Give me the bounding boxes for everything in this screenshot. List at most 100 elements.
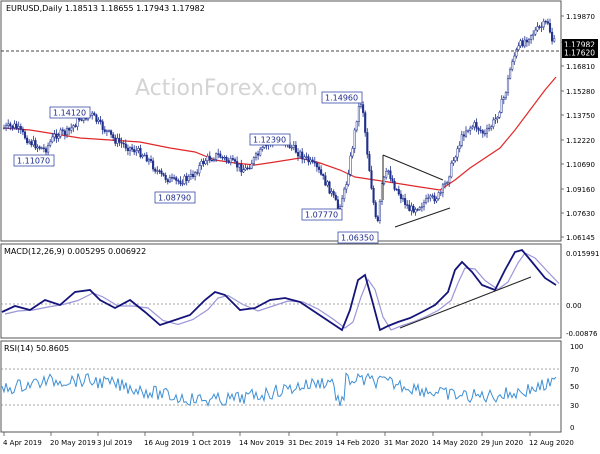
candle <box>124 139 127 152</box>
candle <box>540 22 543 33</box>
candle <box>422 199 426 211</box>
candle <box>17 121 20 134</box>
candle <box>116 133 119 148</box>
candle <box>429 194 432 202</box>
candle <box>378 199 381 224</box>
candle <box>68 126 71 136</box>
annotation-1-14120: 1.14120 <box>49 106 91 119</box>
macd-tick-label: -0.00876 <box>566 330 598 338</box>
candle <box>103 126 106 134</box>
candle <box>164 172 167 183</box>
macd-panel-header: MACD(12,26,9) 0.005295 0.006922 <box>4 247 146 256</box>
candle <box>399 190 402 204</box>
date-tick-label: 1 Oct 2019 <box>192 439 231 447</box>
candle <box>513 52 516 65</box>
candle <box>2 124 6 130</box>
candle <box>452 157 455 166</box>
rsi-line <box>1 372 557 407</box>
candle <box>519 38 522 48</box>
main-panel-frame <box>0 0 562 242</box>
candle <box>372 185 375 206</box>
candle <box>420 202 423 212</box>
date-tick-label: 14 May 2020 <box>432 439 478 447</box>
candle <box>408 200 411 212</box>
candle <box>185 172 188 186</box>
candle <box>236 156 239 172</box>
candle <box>97 117 100 125</box>
candle <box>34 137 37 150</box>
candle <box>181 179 184 187</box>
candle <box>177 178 180 185</box>
candle <box>410 202 413 216</box>
current-price-label-2: 1.17620 <box>562 47 598 58</box>
macd-tick-label: 0.00 <box>566 302 582 310</box>
candle <box>370 165 373 190</box>
candle <box>28 139 31 145</box>
candle <box>320 165 323 176</box>
candlestick-series <box>2 18 556 224</box>
candle <box>156 166 159 175</box>
candle <box>299 149 302 159</box>
candle <box>166 178 169 185</box>
date-tick-label: 31 Dec 2019 <box>288 439 333 447</box>
candle <box>469 125 472 135</box>
candle <box>500 95 503 114</box>
candle <box>202 158 205 167</box>
candle <box>238 163 241 172</box>
candle <box>128 146 132 156</box>
candle <box>26 135 29 145</box>
candle <box>509 67 512 80</box>
candle <box>385 167 388 180</box>
candle <box>173 174 176 180</box>
date-tick-label: 4 Apr 2019 <box>3 439 42 447</box>
candle <box>257 150 260 160</box>
candle <box>441 182 444 198</box>
candle <box>515 47 518 59</box>
candle <box>521 37 524 48</box>
candle <box>229 155 232 166</box>
candle <box>551 27 554 45</box>
candle <box>149 155 153 164</box>
candle <box>11 124 14 131</box>
candle <box>347 169 350 187</box>
candle <box>311 156 314 164</box>
candle <box>332 189 335 199</box>
candle <box>139 144 142 159</box>
candle <box>481 129 484 138</box>
rsi-panel-frame <box>0 340 562 433</box>
price-tick-label: 1.06145 <box>566 234 595 242</box>
candle <box>504 91 507 101</box>
candle <box>334 192 337 201</box>
candle <box>315 161 318 172</box>
candle <box>357 101 360 127</box>
date-tick-label: 14 Nov 2019 <box>239 439 284 447</box>
main-panel-header: EURUSD,Daily 1.18513 1.18655 1.17943 1.1… <box>6 4 205 13</box>
price-tick-label: 1.07630 <box>566 210 595 218</box>
candle <box>456 145 459 162</box>
candle <box>296 148 300 161</box>
candle <box>49 139 52 148</box>
candle <box>15 121 18 130</box>
candle <box>532 30 535 41</box>
candle <box>120 137 123 148</box>
candle <box>477 126 480 135</box>
candle <box>467 129 470 134</box>
candle <box>553 34 556 43</box>
candle <box>488 123 491 132</box>
candle <box>362 101 365 117</box>
candle <box>523 36 526 49</box>
candle <box>307 154 310 166</box>
candle <box>412 204 415 214</box>
candle <box>483 129 486 137</box>
candle <box>261 145 264 152</box>
candle <box>479 125 482 134</box>
candle <box>317 163 321 174</box>
candle <box>345 181 348 194</box>
rsi-tick-label: 30 <box>570 402 579 410</box>
candle <box>147 157 150 165</box>
candle <box>133 145 136 155</box>
rsi-panel-header: RSI(14) 50.8605 <box>4 344 69 353</box>
annotation-1-11070: 1.11070 <box>13 154 55 167</box>
candle <box>175 175 178 185</box>
